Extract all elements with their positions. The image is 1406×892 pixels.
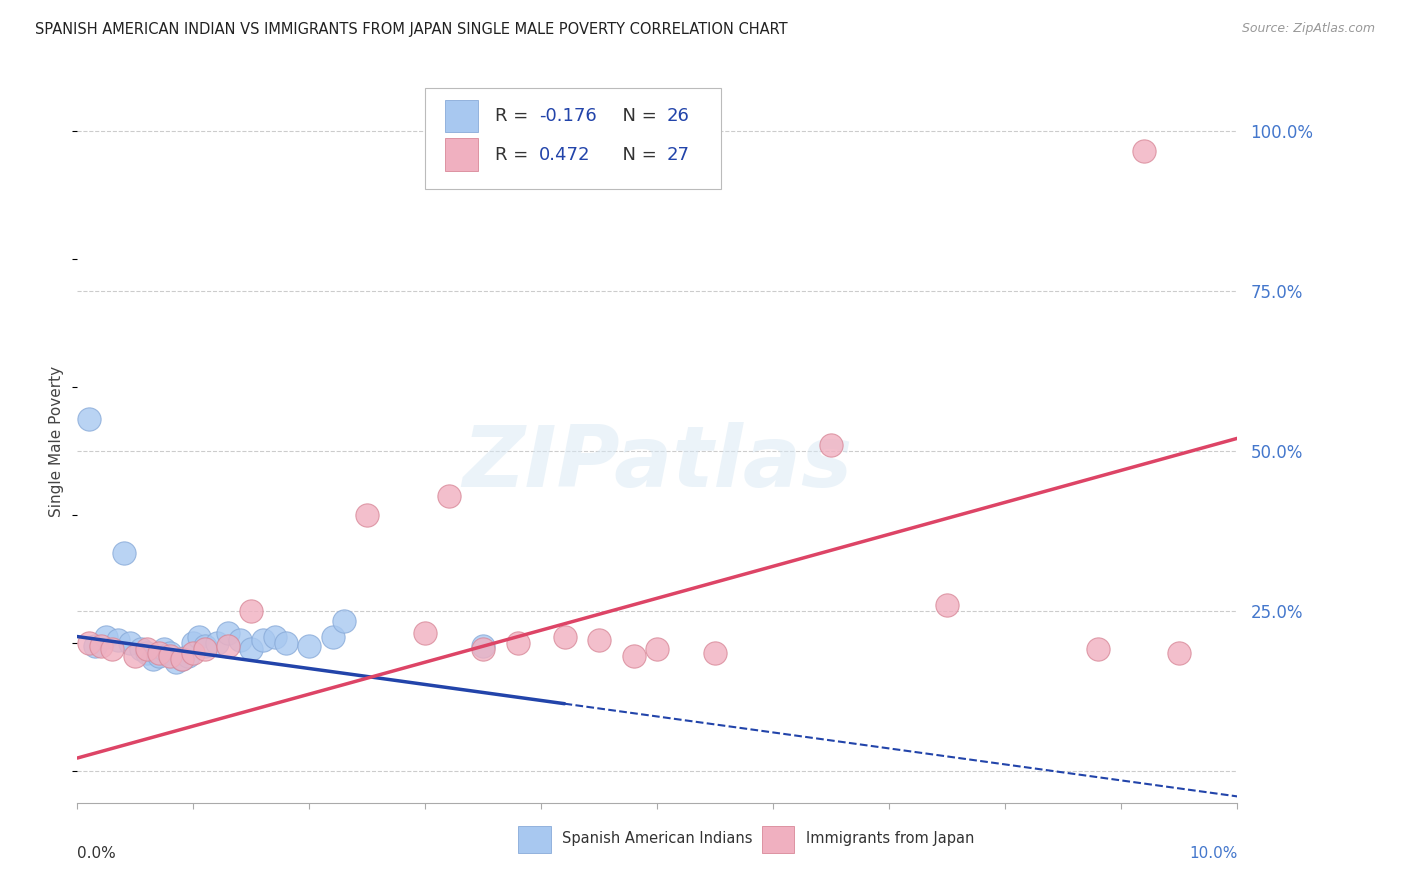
Point bbox=[101, 642, 124, 657]
Y-axis label: Single Male Poverty: Single Male Poverty bbox=[49, 366, 65, 517]
FancyBboxPatch shape bbox=[762, 826, 794, 854]
Point bbox=[142, 652, 165, 666]
Text: 10.0%: 10.0% bbox=[1189, 847, 1237, 861]
Point bbox=[153, 642, 176, 657]
Text: N =: N = bbox=[612, 145, 662, 164]
Point bbox=[647, 642, 669, 657]
Point bbox=[205, 636, 228, 650]
Text: 0.472: 0.472 bbox=[538, 145, 591, 164]
Point bbox=[159, 648, 181, 663]
Point bbox=[333, 614, 356, 628]
Point bbox=[217, 639, 239, 653]
Text: R =: R = bbox=[495, 107, 534, 126]
Point bbox=[321, 630, 344, 644]
Point bbox=[1168, 646, 1191, 660]
Point bbox=[554, 630, 576, 644]
Point bbox=[194, 642, 217, 657]
Point bbox=[588, 632, 610, 647]
Text: R =: R = bbox=[495, 145, 534, 164]
Point bbox=[135, 646, 157, 660]
Point bbox=[217, 626, 239, 640]
Point bbox=[170, 652, 193, 666]
Point bbox=[77, 412, 100, 426]
Point bbox=[188, 630, 211, 644]
Point bbox=[194, 639, 217, 653]
Point bbox=[118, 636, 141, 650]
Point bbox=[90, 639, 111, 653]
Text: Immigrants from Japan: Immigrants from Japan bbox=[806, 831, 974, 847]
Point bbox=[170, 652, 193, 666]
Point bbox=[413, 626, 436, 640]
Text: -0.176: -0.176 bbox=[538, 107, 596, 126]
FancyBboxPatch shape bbox=[446, 138, 478, 170]
Point bbox=[148, 648, 170, 663]
Text: 27: 27 bbox=[666, 145, 689, 164]
Point bbox=[1133, 144, 1156, 158]
Text: SPANISH AMERICAN INDIAN VS IMMIGRANTS FROM JAPAN SINGLE MALE POVERTY CORRELATION: SPANISH AMERICAN INDIAN VS IMMIGRANTS FR… bbox=[35, 22, 787, 37]
Text: N =: N = bbox=[612, 107, 662, 126]
Text: 0.0%: 0.0% bbox=[77, 847, 117, 861]
Point bbox=[159, 646, 181, 660]
Point bbox=[472, 642, 495, 657]
Point bbox=[506, 636, 529, 650]
Point bbox=[623, 648, 645, 663]
Text: Spanish American Indians: Spanish American Indians bbox=[562, 831, 752, 847]
FancyBboxPatch shape bbox=[446, 100, 478, 132]
Point bbox=[252, 632, 274, 647]
Point bbox=[263, 630, 285, 644]
Point bbox=[183, 636, 205, 650]
Point bbox=[472, 639, 495, 653]
Point bbox=[437, 489, 460, 503]
Point bbox=[276, 636, 298, 650]
FancyBboxPatch shape bbox=[425, 87, 721, 189]
Text: ZIPatlas: ZIPatlas bbox=[463, 422, 852, 505]
Point bbox=[129, 642, 152, 657]
Text: Source: ZipAtlas.com: Source: ZipAtlas.com bbox=[1241, 22, 1375, 36]
Text: 26: 26 bbox=[666, 107, 689, 126]
Point bbox=[77, 636, 100, 650]
FancyBboxPatch shape bbox=[517, 826, 551, 854]
Point bbox=[183, 646, 205, 660]
Point bbox=[107, 632, 129, 647]
Point bbox=[228, 632, 252, 647]
Point bbox=[124, 648, 146, 663]
Point bbox=[298, 639, 321, 653]
Point bbox=[176, 648, 198, 663]
Point bbox=[165, 655, 187, 669]
Point bbox=[96, 630, 118, 644]
Point bbox=[936, 598, 959, 612]
Point bbox=[112, 546, 135, 560]
Point bbox=[704, 646, 727, 660]
Point bbox=[240, 642, 263, 657]
Point bbox=[135, 642, 157, 657]
Point bbox=[820, 438, 842, 452]
Point bbox=[1087, 642, 1109, 657]
Point bbox=[148, 646, 170, 660]
Point bbox=[83, 639, 105, 653]
Point bbox=[240, 604, 263, 618]
Point bbox=[356, 508, 378, 522]
